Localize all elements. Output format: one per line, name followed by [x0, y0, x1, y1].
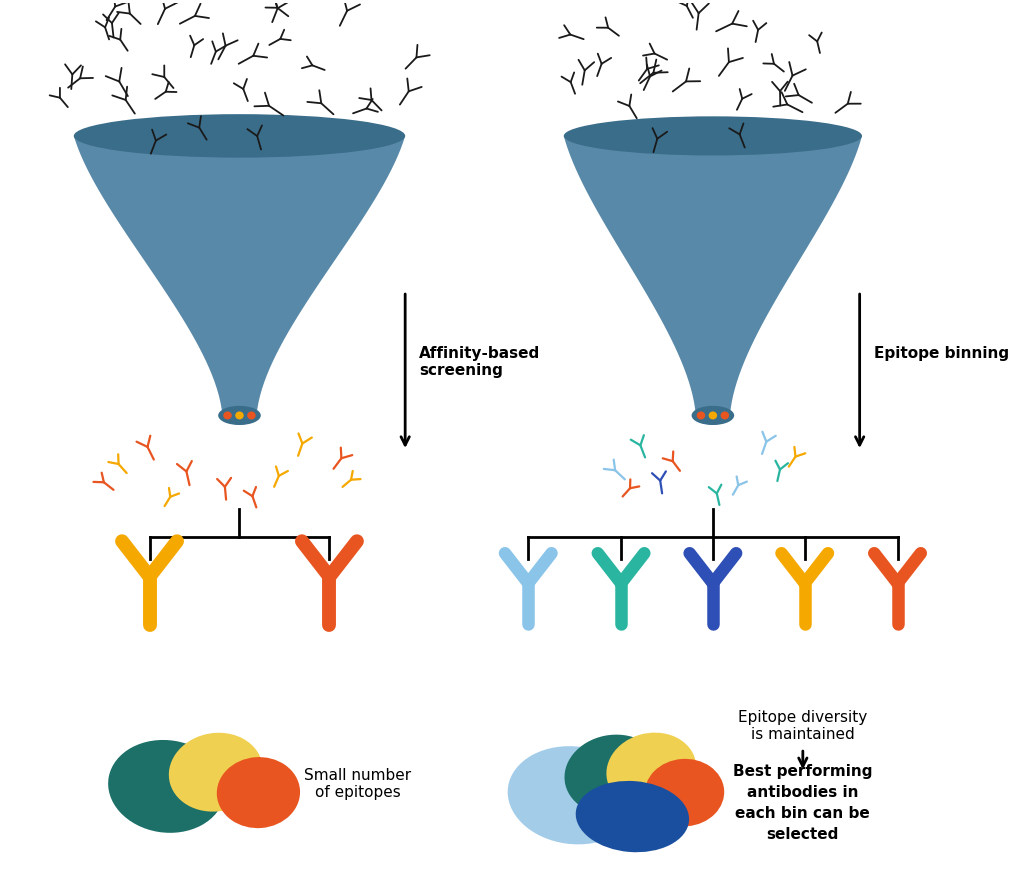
Ellipse shape [564, 735, 663, 815]
Ellipse shape [564, 116, 862, 155]
Ellipse shape [508, 747, 640, 845]
Text: Epitope binning: Epitope binning [873, 346, 1009, 361]
Ellipse shape [236, 412, 244, 420]
Ellipse shape [169, 733, 263, 812]
Ellipse shape [606, 732, 696, 808]
Ellipse shape [645, 759, 724, 826]
Ellipse shape [709, 412, 717, 420]
Ellipse shape [218, 405, 261, 425]
Ellipse shape [696, 412, 706, 420]
Text: Epitope diversity
is maintained: Epitope diversity is maintained [738, 710, 867, 742]
Polygon shape [564, 136, 862, 415]
Ellipse shape [217, 757, 300, 828]
Text: Affinity-based
screening: Affinity-based screening [420, 346, 541, 379]
Ellipse shape [74, 114, 406, 158]
Ellipse shape [691, 405, 734, 425]
Text: Small number
of epitopes: Small number of epitopes [304, 767, 412, 800]
Text: Best performing
antibodies in
each bin can be
selected: Best performing antibodies in each bin c… [733, 764, 872, 842]
Ellipse shape [575, 780, 689, 852]
Ellipse shape [721, 412, 729, 420]
Ellipse shape [109, 740, 225, 833]
Ellipse shape [247, 412, 256, 420]
Ellipse shape [223, 412, 231, 420]
Polygon shape [74, 136, 406, 415]
